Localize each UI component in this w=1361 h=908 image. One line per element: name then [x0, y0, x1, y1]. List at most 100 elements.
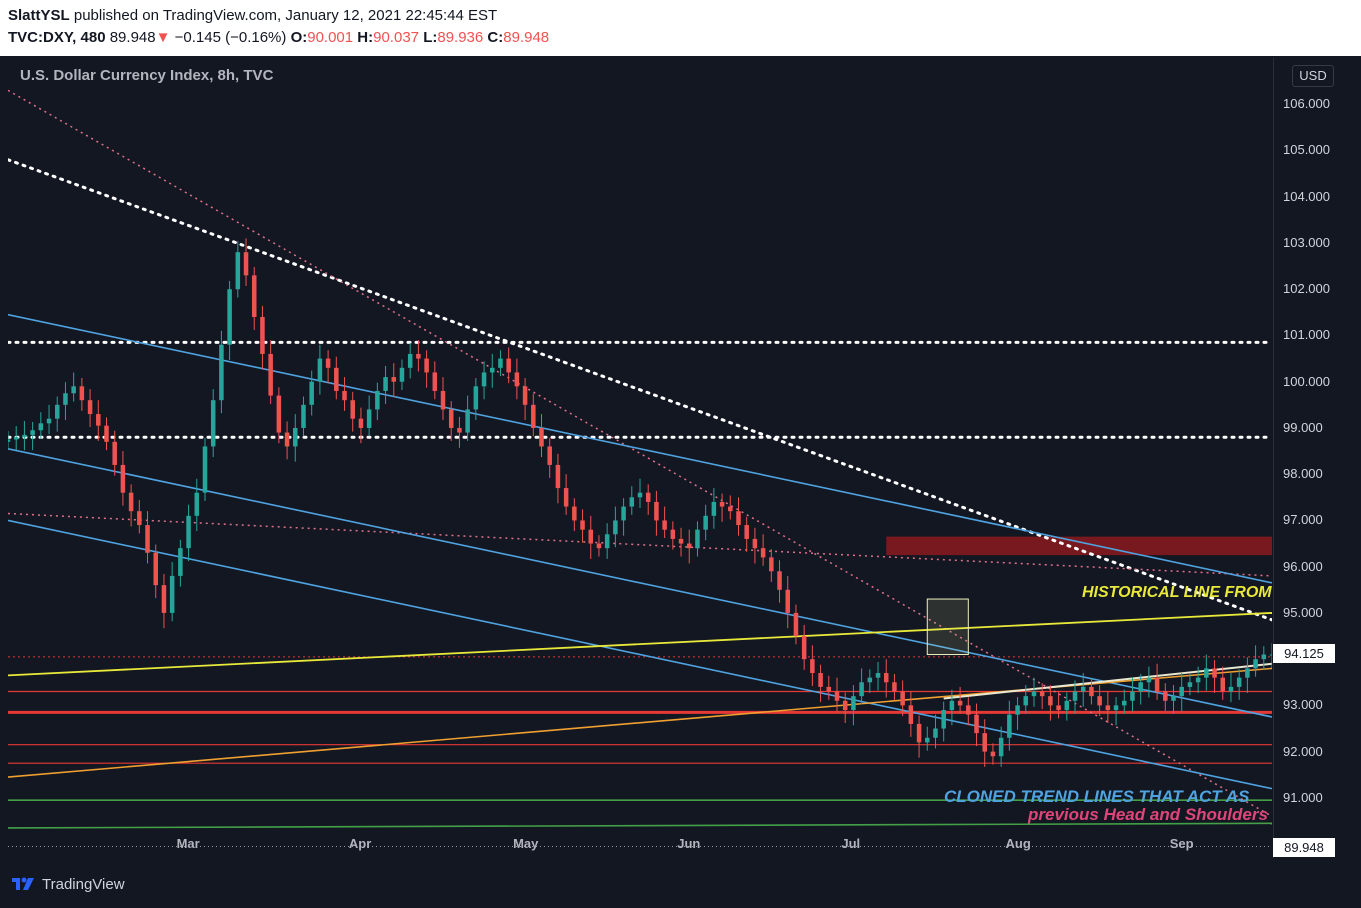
- trend-line-9: [943, 662, 1272, 700]
- tradingview-logo-icon[interactable]: [10, 874, 38, 894]
- close-value: 89.948: [503, 29, 550, 46]
- candle-body-57: [473, 386, 479, 410]
- publish-header: SlattYSL published on TradingView.com, J…: [0, 0, 1361, 56]
- currency-badge[interactable]: USD: [1292, 65, 1334, 87]
- candle-body-16: [137, 511, 142, 526]
- high-value: 90.037: [373, 29, 420, 46]
- candle-body-132: [1089, 686, 1094, 697]
- price-tick: 96.000: [1283, 558, 1323, 574]
- candle-body-14: [120, 464, 126, 493]
- price-tick: 97.000: [1283, 512, 1323, 528]
- candle-body-33: [276, 395, 282, 433]
- candle-body-46: [383, 377, 388, 391]
- candle-body-52: [432, 372, 438, 391]
- candle-body-47: [391, 377, 397, 382]
- candle-body-93: [769, 557, 774, 572]
- candle-body-141: [1163, 691, 1168, 701]
- price-label-upper: 94.125: [1273, 644, 1335, 664]
- candle-body-137: [1130, 691, 1135, 701]
- candle-body-144: [1187, 682, 1193, 687]
- candle-body-62: [514, 372, 520, 387]
- candle-body-2: [22, 434, 27, 438]
- candle-body-103: [851, 696, 856, 711]
- candle-body-32: [268, 353, 273, 396]
- candle-body-118: [974, 714, 979, 734]
- candle-body-96: [793, 612, 799, 637]
- candle-body-43: [358, 418, 364, 428]
- candle-body-59: [490, 367, 495, 373]
- candle-body-140: [1154, 677, 1160, 692]
- time-tick: Sep: [1169, 836, 1194, 851]
- price-axis[interactable]: [1273, 58, 1361, 858]
- price-tick: 102.000: [1283, 281, 1330, 297]
- price-label-last: 89.948: [1273, 837, 1335, 857]
- candle-body-9: [79, 386, 85, 401]
- candle-body-89: [736, 511, 741, 526]
- candle-body-128: [1056, 705, 1061, 711]
- candle-body-37: [309, 381, 314, 405]
- candle-body-138: [1138, 682, 1143, 692]
- chart-pane[interactable]: [8, 58, 1272, 858]
- trend-line-6: [8, 612, 1272, 677]
- author-name[interactable]: SlattYSL: [8, 7, 70, 24]
- candle-body-154: [1269, 654, 1272, 656]
- published-text: published on TradingView.com, January 12…: [73, 7, 498, 24]
- candle-body-148: [1220, 677, 1226, 692]
- price-tick: 99.000: [1283, 419, 1323, 435]
- candle-body-10: [87, 400, 93, 415]
- tradingview-brand[interactable]: TradingView: [42, 876, 125, 893]
- candle-body-66: [547, 446, 552, 465]
- candle-body-84: [695, 529, 700, 549]
- candle-body-7: [63, 393, 68, 405]
- time-tick: Mar: [176, 836, 200, 851]
- symbol-label: TVC:DXY,: [8, 29, 77, 46]
- candle-body-81: [670, 529, 676, 539]
- candle-body-13: [112, 441, 117, 465]
- candle-body-50: [416, 353, 421, 359]
- interval-label: 480: [80, 29, 106, 46]
- candle-body-143: [1179, 686, 1184, 697]
- chart-canvas[interactable]: [8, 58, 1272, 858]
- candle-body-54: [448, 409, 454, 428]
- last-price: 89.948: [109, 29, 156, 46]
- candle-body-110: [908, 705, 914, 724]
- candle-body-34: [284, 432, 290, 447]
- candle-body-142: [1171, 696, 1176, 701]
- price-tick: 101.000: [1283, 327, 1330, 343]
- candle-body-146: [1204, 668, 1209, 678]
- time-tick: Jul: [841, 836, 861, 851]
- publish-line: SlattYSL published on TradingView.com, J…: [8, 7, 497, 24]
- candle-body-90: [744, 525, 749, 539]
- annotation-historical-line[interactable]: HISTORICAL LINE FROM: [1082, 584, 1272, 601]
- candle-body-39: [325, 358, 331, 368]
- annotation-head-and-shoulders[interactable]: previous Head and Shoulders: [1028, 805, 1268, 824]
- trend-line-1: [8, 89, 1272, 818]
- candle-body-98: [810, 659, 815, 674]
- price-tick: 91.000: [1283, 789, 1323, 805]
- trend-line-5: [8, 519, 1272, 790]
- candle-body-86: [711, 501, 717, 516]
- annotation-cloned-trend-lines[interactable]: CLONED TREND LINES THAT ACT AS: [944, 787, 1250, 806]
- candle-body-126: [1039, 691, 1045, 697]
- trend-line-0: [8, 158, 1272, 622]
- candle-body-8: [71, 386, 76, 394]
- candle-body-24: [202, 446, 208, 493]
- candle-body-105: [867, 677, 873, 683]
- candle-body-35: [293, 427, 298, 447]
- candle-body-100: [826, 686, 832, 692]
- close-label: C:: [487, 29, 504, 46]
- candle-body-150: [1236, 677, 1242, 687]
- low-value: 89.936: [437, 29, 484, 46]
- candle-body-151: [1245, 668, 1250, 678]
- open-label: O:: [290, 29, 308, 46]
- candle-body-115: [949, 700, 955, 711]
- candle-body-44: [366, 409, 372, 428]
- candle-body-19: [161, 585, 167, 613]
- candle-body-61: [506, 358, 511, 373]
- candle-body-92: [760, 548, 766, 558]
- candle-body-40: [334, 367, 339, 391]
- candle-body-36: [301, 404, 306, 428]
- trend-line-2: [8, 512, 1272, 577]
- candle-body-101: [834, 691, 840, 701]
- candle-body-135: [1113, 705, 1119, 711]
